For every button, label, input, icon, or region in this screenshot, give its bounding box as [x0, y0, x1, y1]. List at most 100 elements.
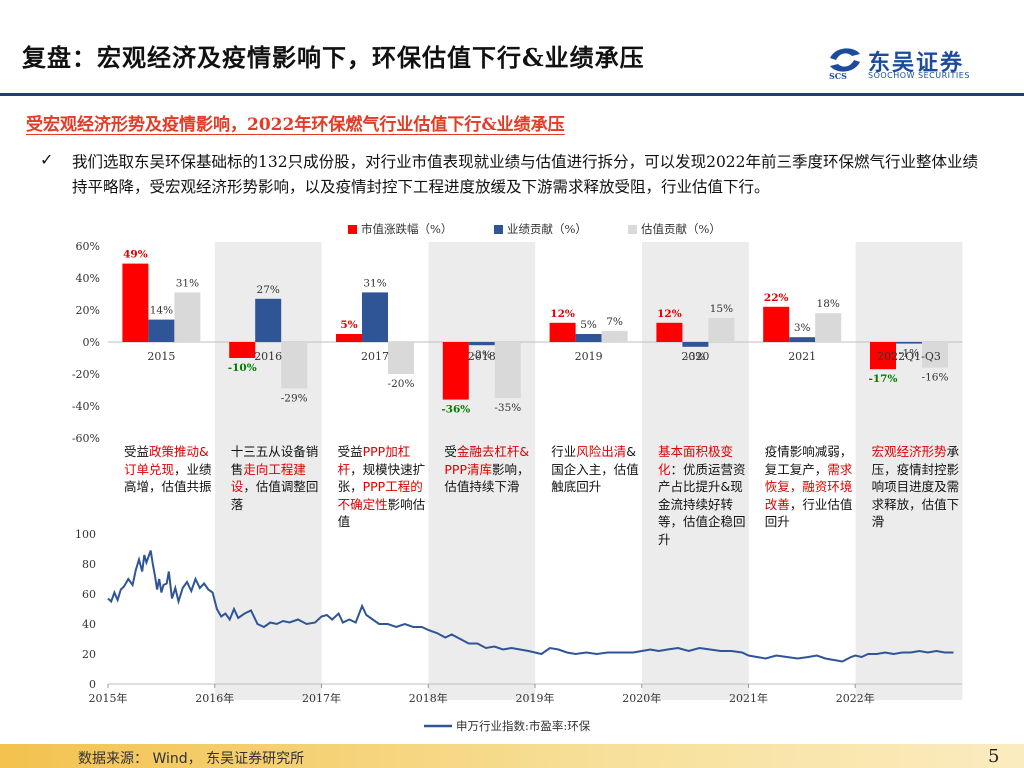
annotation-text: ，行业估值回升 [764, 496, 853, 530]
annotation-text: 基本面积极变化 [658, 444, 734, 477]
bar-data-label: -29% [281, 392, 308, 404]
line-x-tick-label: 2021年 [729, 691, 768, 705]
line-series-pe [107, 550, 954, 663]
annotation-text: 风险出清 [576, 444, 627, 459]
bar-x-tick-label: 2022Q1-Q3 [877, 350, 941, 363]
bar-x-tick-label: 2019 [575, 350, 603, 363]
line-legend-label: 申万行业指数:市盈率:环保 [456, 719, 591, 733]
annotation-text: 影响估值 [337, 496, 426, 530]
bar-earnings [148, 319, 175, 342]
bar-data-label: -35% [494, 402, 521, 414]
annotation-text: PPP加杠杆 [337, 444, 411, 477]
bar-data-label: 31% [363, 277, 386, 289]
line-x-tick-label: 2015年 [89, 691, 128, 705]
bar-earnings [362, 292, 388, 342]
shaded-band [428, 242, 536, 700]
period-annotation: 受金融去杠杆&PPP清库影响，估值持续下滑 [444, 443, 534, 496]
annotation-text: 走向工程建设 [230, 461, 306, 495]
bullet-text: 我们选取东吴环保基础标的132只成份股，对行业市值表现就业绩与估值进行拆分，可以… [72, 153, 979, 196]
bar-data-label: 31% [176, 277, 199, 289]
bar-x-tick-label: 2016 [254, 350, 282, 363]
bar-valuation [494, 342, 521, 398]
line-x-tick-label: 2016年 [195, 691, 234, 705]
annotation-text: ，规模快速扩张， [337, 461, 426, 495]
line-y-tick-label: 80 [82, 558, 96, 571]
bar-data-label: -3% [685, 351, 705, 363]
bar-data-label: 18% [817, 298, 840, 310]
bar-data-label: 22% [764, 292, 789, 304]
bar-valuation [922, 342, 948, 368]
bar-earnings [789, 337, 816, 342]
bar-market [122, 263, 149, 342]
bar-data-label: -16% [922, 372, 949, 384]
bar-earnings [468, 342, 495, 346]
bar-x-tick-label: 2021 [788, 350, 816, 363]
legend-label: 估值贡献（%） [641, 222, 721, 236]
annotation-text: 金融去杠杆&PPP清库 [444, 444, 530, 477]
bar-data-label: -20% [388, 378, 415, 390]
logo-cn-text: 东吴证券 [868, 51, 965, 76]
line-y-tick-label: 0 [89, 678, 96, 691]
section-subtitle: 受宏观经济形势及疫情影响，2022年环保燃气行业估值下行&业绩承压 [26, 115, 565, 135]
bar-market [336, 334, 362, 342]
chart-area: 60% 40% 20% 0% -20% -40% -60% 49% 14% 31% 2015 -10… [72, 222, 963, 733]
bar-data-label: -2% [472, 349, 492, 361]
annotation-text: ，估值调整回落 [230, 479, 319, 512]
annotation-text: 需求恢复，融资环境改善 [764, 461, 853, 512]
header-divider [0, 93, 1024, 96]
line-x-tick-label: 2019年 [516, 691, 555, 705]
period-annotation: 宏观经济形势承压，疫情封控影响项目进度及需求释放，估值下滑 [872, 443, 962, 531]
line-y-tick-label: 40 [82, 618, 96, 631]
bar-earnings [682, 342, 709, 347]
logo-mark-text: SCS [829, 71, 847, 80]
bar-valuation [174, 292, 201, 342]
annotation-text: PPP工程的不确定性 [337, 479, 423, 512]
bar-y-tick-label: 0% [83, 336, 100, 349]
annotation-text: 受益 [124, 444, 150, 459]
bar-market [656, 322, 683, 342]
annotation-text: 承压，疫情封控影响项目进度及需求释放，估值下滑 [871, 444, 960, 529]
bar-y-tick-label: -20% [72, 368, 100, 381]
bar-data-label: 15% [710, 303, 733, 315]
bar-data-label: -17% [869, 373, 898, 385]
line-x-tick-label: 2022年 [836, 691, 875, 705]
bar-y-tick-label: 40% [76, 272, 100, 285]
bar-data-label: -1% [899, 348, 919, 360]
line-y-tick-label: 60 [82, 588, 96, 601]
annotation-text: ，业绩高增，估值共振 [124, 461, 212, 495]
page-title: 复盘：宏观经济及疫情影响下，环保估值下行&业绩承压 [22, 43, 645, 72]
bar-valuation [281, 342, 308, 389]
bar-data-label: -10% [228, 362, 257, 374]
bar-data-label: 12% [657, 308, 682, 320]
line-x-tick-label: 2020年 [622, 691, 661, 705]
annotation-text: 影响，估值持续下滑 [444, 461, 530, 495]
bar-x-tick-label: 2015 [147, 350, 175, 363]
legend-swatch [628, 225, 637, 234]
annotation-text: 政策推动&订单兑现 [124, 444, 209, 477]
bar-market [229, 342, 256, 358]
bar-data-label: 7% [606, 316, 623, 328]
annotation-text: 受益 [337, 444, 363, 459]
bar-x-tick-label: 2020 [681, 350, 709, 363]
bar-earnings [575, 334, 602, 342]
legend-label: 业绩贡献（%） [507, 222, 587, 236]
bar-valuation [601, 330, 628, 342]
bar-x-tick-label: 2017 [361, 350, 389, 363]
bar-y-tick-label: -40% [72, 400, 100, 413]
bar-data-label: 49% [123, 249, 148, 261]
bar-data-label: 14% [150, 305, 173, 317]
period-annotation: 受益PPP加杠杆，规模快速扩张，PPP工程的不确定性影响估值 [338, 443, 428, 531]
annotation-text: 宏观经济形势 [871, 444, 947, 459]
line-y-tick-label: 20 [82, 648, 96, 661]
check-icon: ✓ [40, 150, 54, 169]
logo-mark-icon: SCS [829, 48, 860, 80]
bar-earnings [896, 342, 922, 344]
company-logo: SCS 东吴证券 SOOCHOW SECURITIES [826, 44, 986, 84]
bar-data-label: 27% [257, 284, 280, 296]
bar-data-label: 5% [340, 319, 357, 331]
line-y-tick-label: 100 [75, 528, 96, 541]
bar-y-tick-label: 60% [76, 240, 100, 253]
annotation-text: 行业 [551, 444, 577, 459]
bar-market [870, 342, 896, 370]
bar-data-label: 12% [550, 308, 575, 320]
